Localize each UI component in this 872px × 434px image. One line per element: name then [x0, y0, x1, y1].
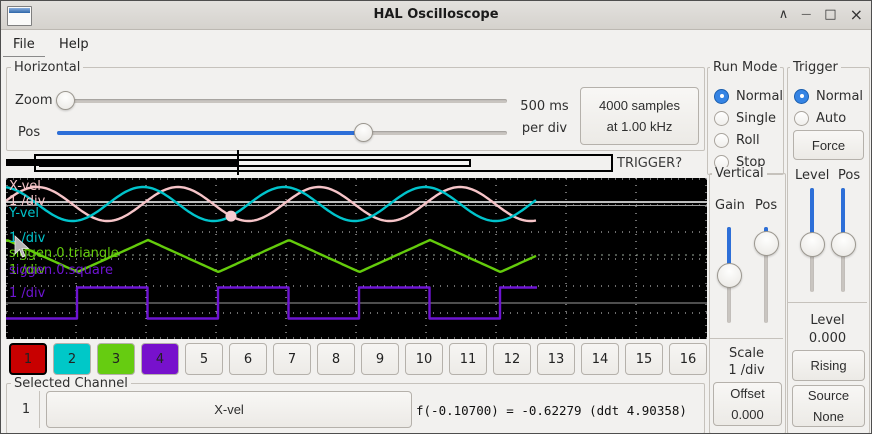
selected-channel-number: 1: [21, 402, 31, 417]
vertical-group: Vertical Gain Pos Scale 1 /div Offset 0.…: [709, 167, 786, 433]
trigger-point-marker: [225, 210, 237, 222]
run-mode-option-roll[interactable]: Roll: [714, 132, 760, 148]
scope-channel-label: siggen.0.triangle: [9, 246, 119, 261]
channel-button-5[interactable]: 5: [185, 343, 223, 375]
channel-button-14[interactable]: 14: [581, 343, 619, 375]
scope-channel-label: X-vel: [9, 179, 41, 194]
radio-icon: [794, 110, 809, 126]
horizontal-group-label: Horizontal: [11, 61, 84, 74]
trace-siggen.0.triangle: [6, 238, 537, 273]
channel-button-8[interactable]: 8: [317, 343, 355, 375]
radio-icon: [714, 132, 729, 148]
scope-channel-label: 1 /div: [9, 194, 46, 209]
scope-channel-label: 1 /div: [9, 263, 46, 278]
minimize-icon[interactable]: —: [801, 9, 812, 20]
trigger-source-button[interactable]: Source None: [792, 385, 865, 427]
channel-button-10[interactable]: 10: [405, 343, 443, 375]
gain-slider-handle[interactable]: [716, 262, 742, 288]
vertical-group-label: Vertical: [712, 167, 767, 180]
trigger-pos-slider-handle[interactable]: [830, 231, 856, 257]
channel-button-1[interactable]: 1: [9, 343, 47, 375]
rate-per-div-line1: 500 ms: [520, 99, 569, 114]
trace-X-vel: [5, 185, 537, 223]
trace-Y-vel: [5, 185, 537, 223]
close-icon[interactable]: ×: [849, 5, 863, 24]
trigger-level-slider-handle[interactable]: [799, 231, 825, 257]
radio-icon: [714, 110, 729, 126]
run-mode-option-single[interactable]: Single: [714, 110, 776, 126]
zoom-slider-track[interactable]: [57, 99, 507, 103]
trigger-pos-col-label: Pos: [838, 168, 861, 183]
vertical-pos-slider-handle[interactable]: [753, 230, 779, 256]
offset-button[interactable]: Offset 0.000: [713, 382, 782, 426]
pos-label: Pos: [18, 125, 41, 140]
run-mode-option-normal[interactable]: Normal: [714, 88, 783, 104]
mouse-cursor-icon: [14, 235, 30, 258]
channel-button-15[interactable]: 15: [625, 343, 663, 375]
channel-readout: f(-0.10700) = -0.62279 (ddt 4.90358): [416, 403, 687, 418]
channel-button-6[interactable]: 6: [229, 343, 267, 375]
radio-icon: [714, 88, 729, 104]
trigger-option-auto[interactable]: Auto: [794, 110, 846, 126]
vertical-pos-slider-track[interactable]: [764, 227, 768, 323]
channel-button-9[interactable]: 9: [361, 343, 399, 375]
scope-display[interactable]: X-vel 1 /div Y-vel 1 /div siggen.0.triangle 1…: [5, 178, 707, 339]
selected-channel-label: Selected Channel: [11, 377, 131, 390]
channel-button-4[interactable]: 4: [141, 343, 179, 375]
menubar: File Help: [1, 30, 871, 59]
run-mode-label: Run Mode: [710, 61, 781, 74]
scale-caption: Scale: [729, 346, 764, 361]
radio-icon: [794, 88, 809, 104]
channel-button-16[interactable]: 16: [669, 343, 707, 375]
trigger-level-caption: Level: [810, 313, 845, 328]
channel-button-2[interactable]: 2: [53, 343, 91, 375]
trigger-group-label: Trigger: [790, 61, 841, 74]
channel-button-7[interactable]: 7: [273, 343, 311, 375]
zoom-label: Zoom: [15, 93, 53, 108]
scope-channel-label: siggen.0.square: [9, 263, 113, 278]
channel-button-11[interactable]: 11: [449, 343, 487, 375]
titlebar: HAL Oscilloscope ∧ — □ ×: [1, 1, 871, 30]
run-mode-group: Run Mode Normal Single Roll Stop: [707, 61, 784, 175]
maximize-icon[interactable]: □: [824, 7, 837, 22]
pos-slider-handle[interactable]: [354, 123, 373, 142]
zoom-slider-handle[interactable]: [56, 91, 75, 110]
menu-file[interactable]: File: [3, 33, 45, 57]
shade-icon[interactable]: ∧: [778, 7, 789, 22]
scale-value: 1 /div: [728, 363, 765, 378]
rate-per-div-line2: per div: [521, 121, 568, 136]
pos-slider-fill: [57, 131, 364, 135]
scope-channel-label: 1 /div: [9, 231, 46, 246]
window-title: HAL Oscilloscope: [373, 7, 499, 22]
gain-col-label: Gain: [715, 198, 745, 213]
channel-button-row: 1 2 3 4 5 6 7 8 9 10 11 12 13 14 15 16: [9, 343, 709, 375]
selected-channel-separator: [39, 391, 40, 428]
channel-button-12[interactable]: 12: [493, 343, 531, 375]
trigger-level-value: 0.000: [808, 331, 847, 346]
channel-button-13[interactable]: 13: [537, 343, 575, 375]
record-position-marker: [237, 150, 239, 175]
trigger-group: Trigger Normal Auto Force Level Pos Level…: [787, 61, 870, 433]
vertical-pos-col-label: Pos: [755, 198, 778, 213]
scope-channel-label: Y-vel: [8, 206, 39, 221]
selected-channel-group: Selected Channel 1 X-vel f(-0.10700) = -…: [6, 377, 705, 433]
trigger-option-normal[interactable]: Normal: [794, 88, 863, 104]
trigger-question-label: TRIGGER?: [617, 156, 683, 171]
trigger-edge-button[interactable]: Rising: [792, 350, 865, 381]
record-fill-bar: [6, 159, 238, 166]
horizontal-group: Horizontal Zoom Pos 500 ms per div 4000 …: [6, 61, 705, 151]
trigger-level-col-label: Level: [795, 168, 830, 183]
trace-siggen.0.square: [6, 286, 537, 320]
force-button[interactable]: Force: [793, 130, 864, 160]
menu-help[interactable]: Help: [59, 37, 89, 52]
window-icon: [7, 6, 32, 26]
samples-button[interactable]: 4000 samples at 1.00 kHz: [580, 87, 699, 145]
channel-button-3[interactable]: 3: [97, 343, 135, 375]
scope-channel-label: 1 /div: [9, 286, 46, 301]
selected-channel-name-button[interactable]: X-vel: [46, 391, 412, 428]
